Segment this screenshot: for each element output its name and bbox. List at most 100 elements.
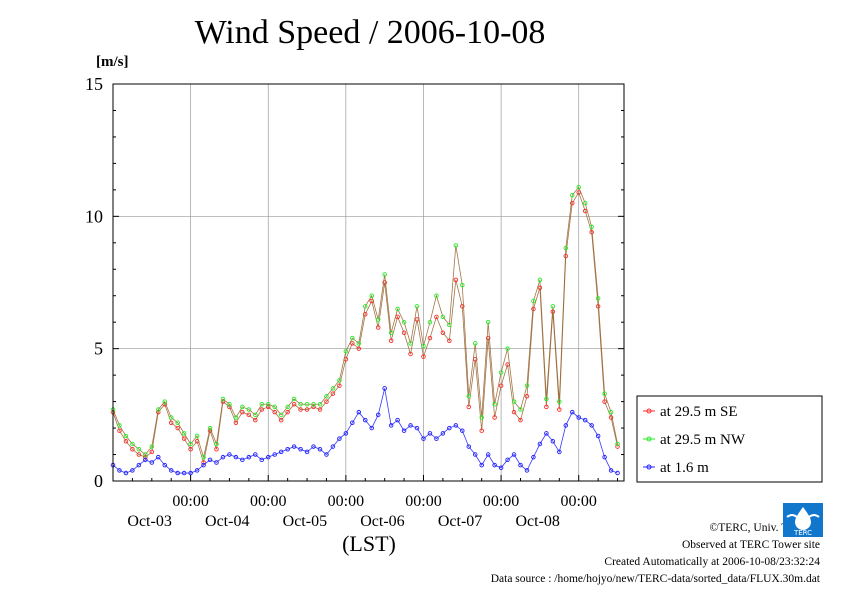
data-point — [460, 282, 465, 288]
data-point — [518, 417, 523, 423]
data-point — [576, 415, 581, 420]
data-point — [498, 465, 504, 471]
data-point — [233, 420, 239, 426]
data-point — [447, 338, 452, 343]
data-point — [570, 192, 575, 198]
data-point — [369, 293, 374, 298]
data-point — [401, 330, 407, 336]
series-line — [112, 186, 618, 459]
data-point — [130, 441, 135, 447]
data-point — [369, 425, 374, 431]
data-point — [524, 468, 530, 473]
data-point — [388, 330, 394, 336]
legend-swatch-marker — [646, 436, 652, 442]
data-point — [259, 457, 265, 463]
data-point — [240, 404, 245, 410]
data-point — [440, 314, 446, 320]
data-point — [363, 312, 368, 317]
data-point — [395, 306, 400, 312]
data-point — [492, 415, 497, 420]
x-tick-time-label: 00:00 — [483, 493, 519, 510]
data-point — [595, 304, 601, 309]
data-point — [615, 444, 620, 449]
x-axis-label: (LST) — [342, 531, 396, 556]
data-point — [317, 401, 323, 407]
data-point — [602, 399, 607, 404]
data-point — [117, 468, 122, 473]
data-point — [382, 280, 387, 285]
data-point — [414, 304, 420, 309]
legend-box — [636, 395, 823, 483]
data-point — [518, 407, 523, 412]
data-point — [582, 200, 588, 206]
data-point — [408, 341, 413, 346]
data-point — [511, 399, 517, 404]
data-point — [156, 454, 161, 460]
data-point — [466, 394, 472, 399]
data-point — [595, 433, 601, 439]
data-point — [608, 409, 614, 415]
data-point — [479, 428, 484, 433]
data-point — [375, 325, 381, 330]
data-point — [220, 396, 226, 402]
data-point — [550, 439, 556, 444]
data-point — [524, 394, 530, 399]
data-point — [272, 404, 277, 410]
data-point — [240, 409, 245, 415]
data-point — [350, 420, 355, 426]
data-point — [382, 386, 387, 391]
data-point — [162, 399, 167, 404]
data-point — [434, 293, 439, 298]
data-point — [544, 431, 549, 436]
data-point — [168, 415, 174, 420]
data-point — [531, 306, 536, 312]
data-point — [363, 417, 368, 423]
data-point — [317, 446, 323, 452]
data-point — [557, 399, 562, 404]
data-point — [492, 462, 497, 468]
data-point — [168, 420, 174, 426]
data-point — [181, 436, 187, 441]
data-point — [201, 462, 206, 468]
data-point — [337, 383, 342, 388]
data-point — [589, 224, 594, 230]
data-point — [466, 404, 472, 410]
data-point — [291, 401, 297, 407]
data-point — [330, 386, 336, 391]
data-point — [343, 431, 349, 436]
data-point — [453, 277, 459, 283]
legend: at 29.5 m SE at 29.5 m NW at 1.6 m — [636, 395, 823, 483]
data-point — [220, 454, 226, 460]
data-point — [311, 404, 316, 410]
data-point — [272, 452, 277, 457]
data-point — [285, 446, 290, 452]
data-point — [136, 452, 142, 457]
data-point — [123, 470, 129, 476]
data-point — [227, 401, 232, 407]
data-point — [505, 346, 510, 351]
data-point — [149, 444, 155, 449]
data-point — [291, 396, 297, 402]
data-point — [311, 401, 316, 407]
data-point — [278, 417, 284, 423]
data-point — [440, 431, 446, 436]
data-point — [472, 452, 478, 457]
footer-created: Created Automatically at 2006-10-08/23:3… — [604, 556, 820, 568]
data-point — [557, 449, 562, 455]
data-point — [194, 433, 200, 439]
data-point — [304, 407, 310, 412]
data-point — [278, 412, 284, 418]
data-point — [272, 409, 277, 415]
data-point — [265, 454, 271, 460]
data-point — [233, 415, 239, 420]
data-point — [330, 444, 336, 449]
data-point — [524, 383, 530, 388]
data-point — [602, 454, 607, 460]
data-point — [194, 468, 200, 473]
data-point — [253, 452, 258, 457]
data-point — [595, 296, 601, 301]
x-tick-time-label: 00:00 — [250, 493, 286, 510]
data-point — [324, 394, 329, 399]
series-2 — [110, 386, 620, 476]
